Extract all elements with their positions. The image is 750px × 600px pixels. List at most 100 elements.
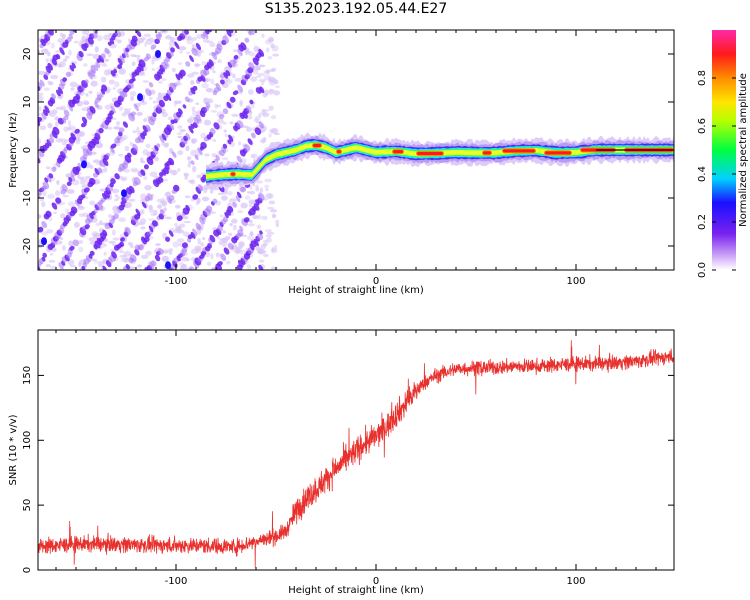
stripe-mark xyxy=(237,259,244,268)
bottom-y-tick-label: 100 xyxy=(22,431,33,450)
stripe-mark xyxy=(102,192,107,200)
speckle-mark xyxy=(268,79,276,86)
speckle-mark xyxy=(99,220,103,226)
stripe-mark xyxy=(168,195,175,201)
speckle-mark xyxy=(174,222,178,227)
speckle-mark xyxy=(61,142,67,146)
speckle-mark xyxy=(170,169,178,176)
stripe-mark xyxy=(119,272,127,281)
stripe-mark xyxy=(228,134,234,142)
speckle-mark xyxy=(202,236,206,241)
speckle-mark xyxy=(136,111,143,116)
stripe-mark xyxy=(190,87,196,95)
speckle-mark xyxy=(162,178,169,182)
stripe-mark xyxy=(189,55,194,63)
speckle-mark xyxy=(219,214,224,218)
speckle-mark xyxy=(104,58,110,62)
speckle-mark xyxy=(156,198,163,203)
stripe-mark xyxy=(236,120,244,129)
speckle-mark xyxy=(174,204,181,209)
stripe-mark xyxy=(97,167,103,174)
stripe-mark xyxy=(128,185,135,194)
speckle-mark xyxy=(249,184,253,190)
stripe-mark xyxy=(134,249,140,256)
top-x-tick-label: 100 xyxy=(566,276,585,287)
stripe-mark xyxy=(258,264,264,270)
ridge-peak-segment xyxy=(231,172,235,176)
stripe-mark xyxy=(46,175,52,183)
speckle-mark xyxy=(175,226,182,232)
speckle-mark xyxy=(100,76,107,83)
stripe-mark xyxy=(252,273,260,282)
stripe-mark xyxy=(237,48,243,57)
speckle-mark xyxy=(148,204,153,210)
speckle-mark xyxy=(203,119,212,126)
speckle-mark xyxy=(81,39,87,43)
speckle-mark xyxy=(145,250,152,256)
stripe-mark xyxy=(81,116,88,124)
stripe-mark xyxy=(185,61,191,67)
stripe-peak-mark xyxy=(165,261,171,270)
speckle-mark xyxy=(271,45,279,52)
stripe-mark xyxy=(73,20,82,30)
speckle-mark xyxy=(249,232,254,236)
stripe-mark xyxy=(194,154,199,161)
speckle-mark xyxy=(275,219,280,225)
speckle-mark xyxy=(234,77,242,82)
speckle-mark xyxy=(142,149,149,156)
speckle-mark xyxy=(231,73,236,79)
stripe-mark xyxy=(138,59,146,68)
stripe-mark xyxy=(132,143,139,152)
speckle-mark xyxy=(261,33,265,38)
speckle-mark xyxy=(123,250,132,257)
stripe-mark xyxy=(200,75,206,82)
stripe-mark xyxy=(89,177,96,185)
speckle-mark xyxy=(212,70,216,74)
speckle-mark xyxy=(268,105,274,111)
stripe-mark xyxy=(141,201,147,209)
stripe-mark xyxy=(240,42,247,51)
speckle-mark xyxy=(252,70,259,75)
stripe-mark xyxy=(104,47,110,54)
stripe-mark xyxy=(202,210,208,218)
speckle-mark xyxy=(201,82,210,89)
stripe-mark xyxy=(100,53,106,59)
stripe-mark xyxy=(124,226,131,235)
bottom-x-tick-label: 100 xyxy=(566,576,585,587)
stripe-mark xyxy=(41,220,48,228)
stripe-mark xyxy=(230,20,237,27)
speckle-mark xyxy=(259,187,264,194)
speckle-mark xyxy=(186,35,192,41)
stripe-mark xyxy=(228,274,237,284)
speckle-mark xyxy=(200,242,204,247)
speckle-mark xyxy=(164,216,172,220)
speckle-mark xyxy=(234,246,243,250)
speckle-mark xyxy=(148,218,155,221)
stripe-mark xyxy=(159,135,165,144)
stripe-mark xyxy=(72,239,79,247)
speckle-mark xyxy=(183,220,191,224)
speckle-mark xyxy=(147,37,155,42)
speckle-mark xyxy=(45,264,52,268)
speckle-mark xyxy=(58,61,66,68)
stripe-mark xyxy=(165,93,172,101)
speckle-mark xyxy=(136,126,140,132)
speckle-mark xyxy=(256,224,262,229)
stripe-mark xyxy=(94,168,100,176)
stripe-mark xyxy=(232,58,237,64)
speckle-mark xyxy=(168,249,173,255)
speckle-mark xyxy=(271,213,277,219)
stripe-mark xyxy=(243,144,251,152)
stripe-mark xyxy=(244,37,250,43)
speckle-mark xyxy=(262,253,269,258)
speckle-mark xyxy=(48,216,53,222)
stripe-mark xyxy=(207,243,212,249)
speckle-mark xyxy=(145,143,151,149)
stripe-mark xyxy=(131,35,138,43)
stripe-mark xyxy=(226,101,232,109)
speckle-mark xyxy=(189,115,194,119)
ridge-peak-segment xyxy=(545,151,571,155)
stripe-mark xyxy=(252,22,260,30)
stripe-mark xyxy=(51,130,58,139)
speckle-mark xyxy=(113,198,118,202)
